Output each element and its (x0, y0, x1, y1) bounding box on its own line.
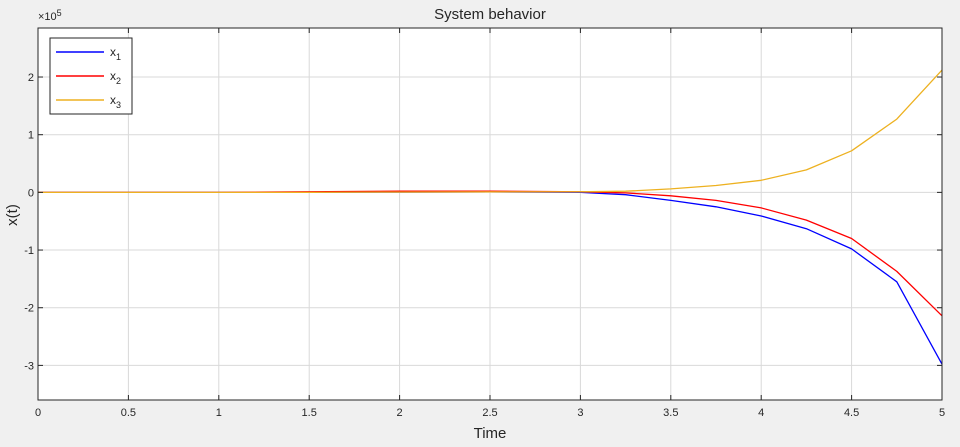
x-tick-label: 0.5 (121, 407, 136, 419)
y-tick-label: 2 (28, 72, 34, 84)
x-axis-label: Time (474, 425, 507, 442)
grid (37, 28, 943, 400)
legend-label-x1: x1 (110, 45, 121, 62)
x-tick-label: 2.5 (482, 407, 497, 419)
y-tick-label: 1 (28, 130, 34, 142)
x-tick-label: 3.5 (663, 407, 678, 419)
y-tick-label: -1 (24, 245, 34, 257)
x-tick-label: 5 (939, 407, 945, 419)
legend[interactable]: x1 x2 x3 (49, 37, 133, 115)
series-line-x3 (38, 69, 943, 194)
x-tick-label: 2 (397, 407, 403, 419)
x-tick-label: 1 (216, 407, 222, 419)
legend-label-x3: x3 (110, 93, 121, 110)
y-tick-label: -3 (24, 360, 34, 372)
series-lines (38, 69, 943, 365)
x-tick-label: 4 (758, 407, 764, 419)
y-exponent-label: ×105 (38, 8, 62, 23)
y-axis-label: x(t) (4, 204, 21, 226)
y-tick-labels: -3 -2 -1 0 1 2 (24, 72, 34, 372)
tick-marks (37, 28, 943, 400)
x-tick-label: 3 (577, 407, 583, 419)
x-tick-label: 1.5 (302, 407, 317, 419)
y-tick-label: -2 (24, 303, 34, 315)
legend-label-x2: x2 (110, 69, 121, 86)
x-tick-labels: 0 0.5 1 1.5 2 2.5 3 3.5 4 4.5 5 (35, 407, 945, 419)
y-tick-label: 0 (28, 187, 34, 199)
x-tick-label: 4.5 (844, 407, 859, 419)
chart-title: System behavior (434, 6, 546, 23)
x-tick-label: 0 (35, 407, 41, 419)
